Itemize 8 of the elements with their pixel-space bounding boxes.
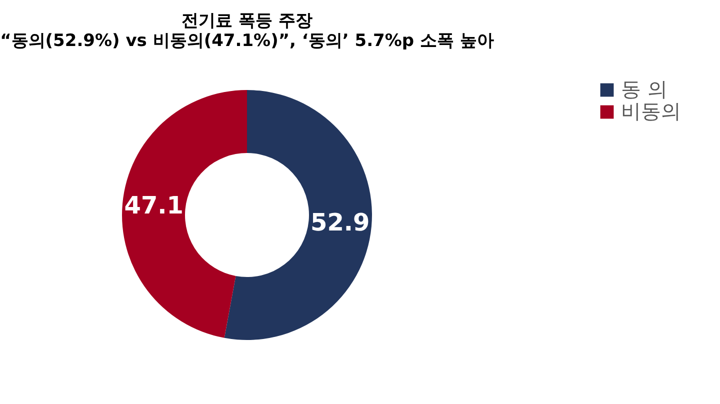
donut-slice <box>224 90 372 340</box>
legend-label: 비동의 <box>621 99 681 123</box>
data-label: 52.9 <box>310 208 370 237</box>
legend-label: 동 의 <box>621 77 668 101</box>
donut-slice <box>122 90 247 338</box>
chart-title: 전기료 폭등 주장 <box>182 11 312 31</box>
chart-subtitle: “동의(52.9%) vs 비동의(47.1%)”, ‘동의’ 5.7%p 소폭 높아 <box>0 31 494 51</box>
data-label: 47.1 <box>124 191 184 220</box>
